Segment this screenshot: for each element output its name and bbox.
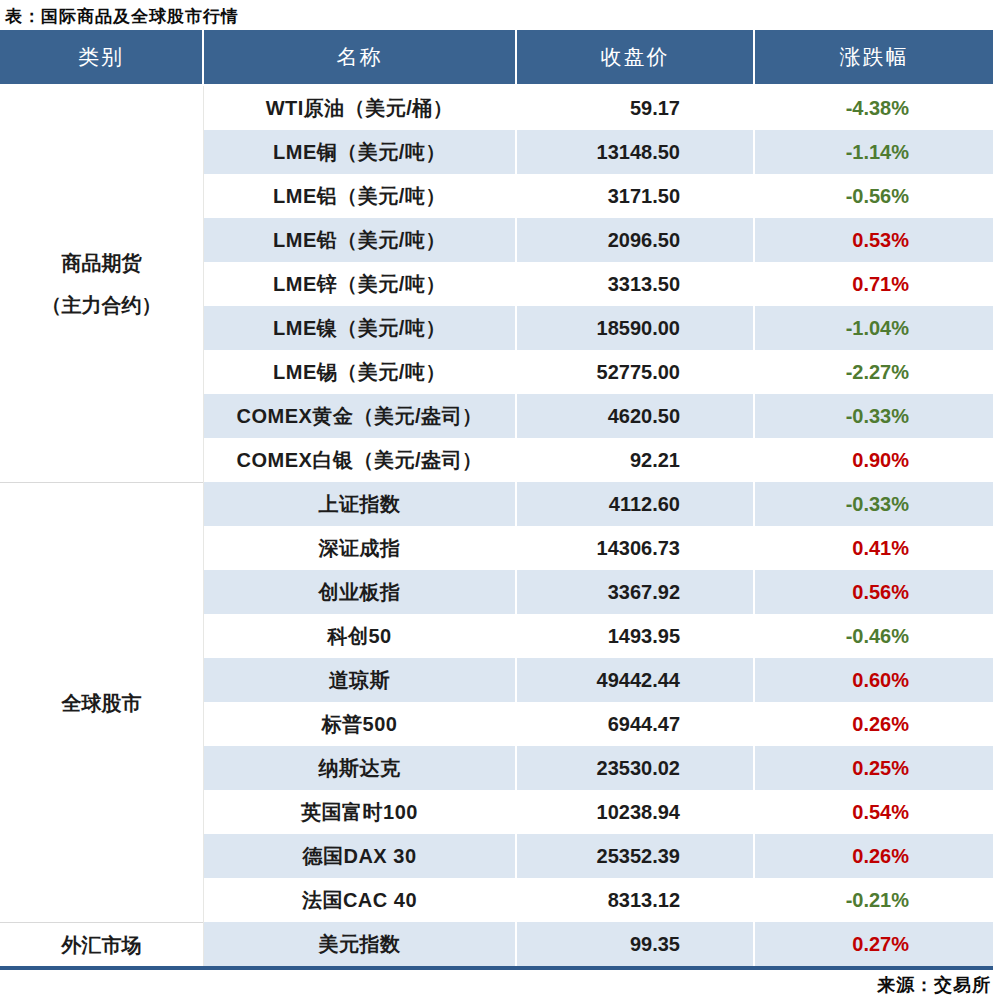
close-price-cell: 3171.50 [517,174,755,218]
instrument-name-cell: 深证成指 [204,526,517,570]
table-row: COMEX白银（美元/盎司） 92.21 0.90% [204,438,993,482]
change-percent-cell: 0.41% [755,526,993,570]
instrument-name-cell: LME锡（美元/吨） [204,350,517,394]
table-row: COMEX黄金（美元/盎司） 4620.50 -0.33% [204,394,993,438]
change-percent-cell: 0.25% [755,746,993,790]
instrument-name-cell: 道琼斯 [204,658,517,702]
close-price-cell: 8313.12 [517,878,755,922]
table-row: 创业板指 3367.92 0.56% [204,570,993,614]
close-price-cell: 25352.39 [517,834,755,878]
category-cell: 外汇市场 [0,922,203,966]
category-label-line: 商品期货 [62,242,142,284]
instrument-name-cell: 标普500 [204,702,517,746]
close-price-cell: 52775.00 [517,350,755,394]
table-row: 道琼斯 49442.44 0.60% [204,658,993,702]
table-row: LME锡（美元/吨） 52775.00 -2.27% [204,350,993,394]
instrument-name-cell: COMEX黄金（美元/盎司） [204,394,517,438]
close-price-cell: 92.21 [517,438,755,482]
close-price-cell: 10238.94 [517,790,755,834]
table-row: 德国DAX 30 25352.39 0.26% [204,834,993,878]
change-percent-cell: 0.60% [755,658,993,702]
table-row: 纳斯达克 23530.02 0.25% [204,746,993,790]
change-percent-cell: 0.54% [755,790,993,834]
table-row: LME铜（美元/吨） 13148.50 -1.14% [204,130,993,174]
close-price-cell: 59.17 [517,86,755,130]
close-price-cell: 13148.50 [517,130,755,174]
table-header-row: 类别 名称 收盘价 涨跌幅 [0,30,993,84]
table-row: 科创50 1493.95 -0.46% [204,614,993,658]
close-price-cell: 14306.73 [517,526,755,570]
table-row: LME锌（美元/吨） 3313.50 0.71% [204,262,993,306]
change-percent-cell: -0.33% [755,482,993,526]
category-label-line: 全球股市 [62,682,142,724]
change-percent-cell: -2.27% [755,350,993,394]
change-percent-cell: 0.53% [755,218,993,262]
close-price-cell: 1493.95 [517,614,755,658]
table-body: 商品期货（主力合约） 全球股市外汇市场 WTI原油（美元/桶） 59.17 -4.… [0,84,993,970]
header-cell-name: 名称 [204,30,517,84]
page-title: 表：国际商品及全球股市行情 [5,5,239,28]
category-cell: 商品期货（主力合约） [0,86,203,482]
change-percent-cell: 0.27% [755,922,993,966]
close-price-cell: 6944.47 [517,702,755,746]
source-note: 来源：交易所 [877,973,991,997]
instrument-name-cell: 英国富时100 [204,790,517,834]
close-price-cell: 99.35 [517,922,755,966]
page: 表：国际商品及全球股市行情 类别 名称 收盘价 涨跌幅 商品期货（主力合约） 全球… [0,0,993,1002]
close-price-cell: 3313.50 [517,262,755,306]
header-cell-change: 涨跌幅 [755,30,993,84]
instrument-name-cell: 法国CAC 40 [204,878,517,922]
change-percent-cell: -0.46% [755,614,993,658]
table-row: 法国CAC 40 8313.12 -0.21% [204,878,993,922]
instrument-name-cell: 美元指数 [204,922,517,966]
close-price-cell: 4620.50 [517,394,755,438]
instrument-name-cell: LME铅（美元/吨） [204,218,517,262]
close-price-cell: 23530.02 [517,746,755,790]
instrument-name-cell: 纳斯达克 [204,746,517,790]
table-row: LME铝（美元/吨） 3171.50 -0.56% [204,174,993,218]
close-price-cell: 18590.00 [517,306,755,350]
change-percent-cell: 0.56% [755,570,993,614]
instrument-name-cell: 创业板指 [204,570,517,614]
instrument-name-cell: LME铝（美元/吨） [204,174,517,218]
change-percent-cell: 0.71% [755,262,993,306]
instrument-name-cell: LME锌（美元/吨） [204,262,517,306]
instrument-name-cell: LME铜（美元/吨） [204,130,517,174]
change-percent-cell: -1.04% [755,306,993,350]
change-percent-cell: 0.90% [755,438,993,482]
instrument-name-cell: 科创50 [204,614,517,658]
table-row: 标普500 6944.47 0.26% [204,702,993,746]
header-cell-close: 收盘价 [517,30,755,84]
table-row: 上证指数 4112.60 -0.33% [204,482,993,526]
instrument-name-cell: LME镍（美元/吨） [204,306,517,350]
category-label-line: （主力合约） [42,284,162,326]
instrument-name-cell: 上证指数 [204,482,517,526]
category-cell: 全球股市 [0,482,203,922]
instrument-name-cell: WTI原油（美元/桶） [204,86,517,130]
instrument-name-cell: 德国DAX 30 [204,834,517,878]
instrument-name-cell: COMEX白银（美元/盎司） [204,438,517,482]
category-column: 商品期货（主力合约） 全球股市外汇市场 [0,86,204,966]
close-price-cell: 4112.60 [517,482,755,526]
table-row: LME镍（美元/吨） 18590.00 -1.04% [204,306,993,350]
market-data-table: 类别 名称 收盘价 涨跌幅 商品期货（主力合约） 全球股市外汇市场 WTI原油（美… [0,30,993,970]
change-percent-cell: -4.38% [755,86,993,130]
change-percent-cell: 0.26% [755,834,993,878]
data-rows-column: WTI原油（美元/桶） 59.17 -4.38% LME铜（美元/吨） 1314… [204,86,993,966]
category-label-line: 外汇市场 [62,924,142,966]
change-percent-cell: -1.14% [755,130,993,174]
table-row: 美元指数 99.35 0.27% [204,922,993,966]
table-row: 深证成指 14306.73 0.41% [204,526,993,570]
change-percent-cell: -0.21% [755,878,993,922]
change-percent-cell: 0.26% [755,702,993,746]
change-percent-cell: -0.33% [755,394,993,438]
change-percent-cell: -0.56% [755,174,993,218]
close-price-cell: 2096.50 [517,218,755,262]
header-cell-category: 类别 [0,30,204,84]
table-row: 英国富时100 10238.94 0.54% [204,790,993,834]
table-row: LME铅（美元/吨） 2096.50 0.53% [204,218,993,262]
close-price-cell: 49442.44 [517,658,755,702]
table-row: WTI原油（美元/桶） 59.17 -4.38% [204,86,993,130]
close-price-cell: 3367.92 [517,570,755,614]
